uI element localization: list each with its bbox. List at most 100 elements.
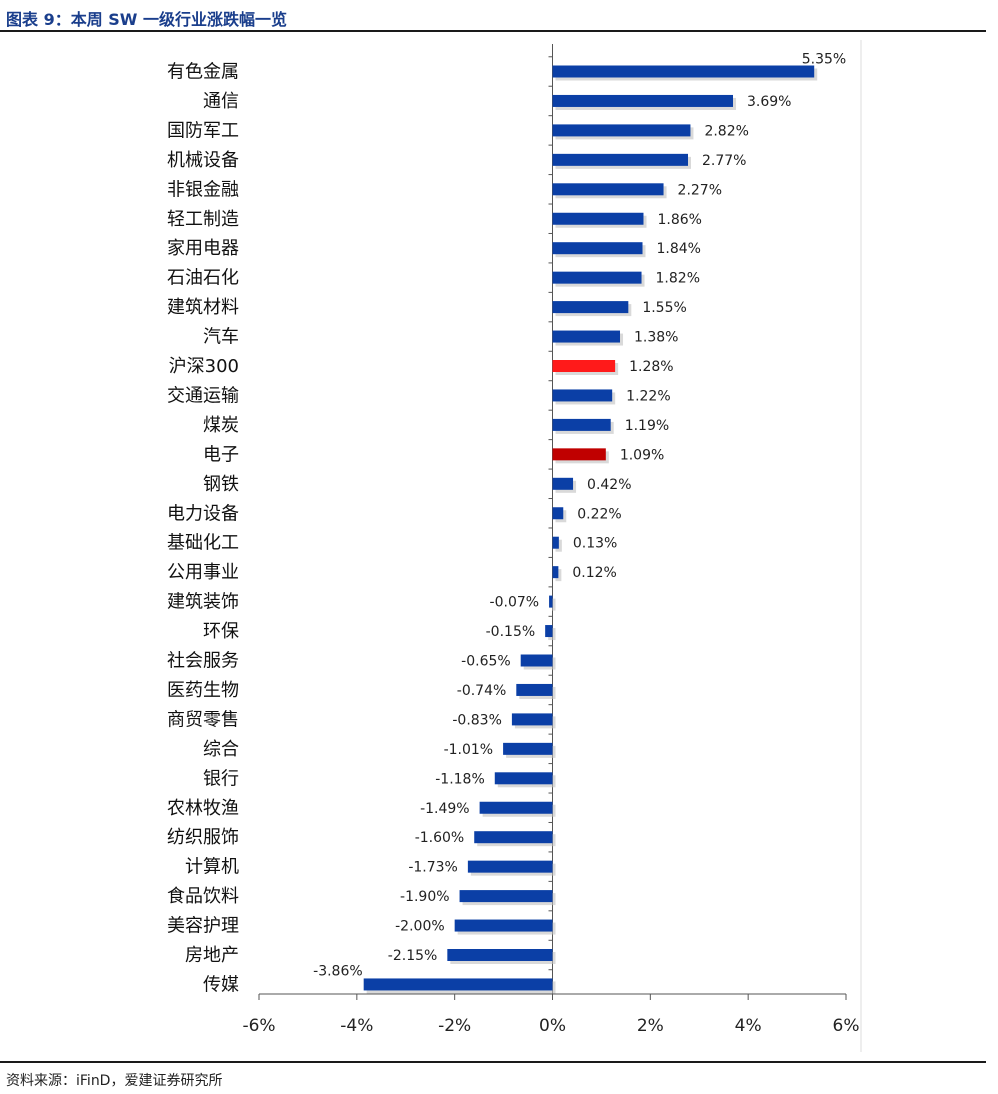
bar <box>552 330 621 343</box>
category-label: 纺织服饰 <box>167 827 239 848</box>
category-label: 建筑材料 <box>167 297 239 318</box>
value-label: 1.09% <box>620 447 664 463</box>
bar <box>552 389 613 402</box>
category-label: 国防军工 <box>167 120 239 141</box>
category-label: 汽车 <box>203 327 239 348</box>
value-label: 1.86% <box>657 212 701 228</box>
bar <box>459 890 553 903</box>
category-label: 银行 <box>203 768 239 789</box>
category-label: 基础化工 <box>167 533 239 554</box>
value-label: -0.74% <box>457 683 507 699</box>
figure-header: 图表 9：本周 SW 一级行业涨跌幅一览 <box>6 4 992 30</box>
value-label: 2.77% <box>702 153 746 169</box>
x-tick-label: 0% <box>539 1016 566 1036</box>
bar <box>454 919 553 932</box>
bar <box>552 477 574 490</box>
bar <box>511 713 553 726</box>
category-label: 非银金融 <box>167 179 239 200</box>
bar <box>516 683 553 696</box>
bar <box>447 949 553 961</box>
value-label: 0.12% <box>572 565 616 581</box>
bar <box>552 94 734 107</box>
category-label: 食品饮料 <box>167 886 239 907</box>
top-divider <box>0 30 986 32</box>
value-label: -1.73% <box>408 860 458 876</box>
category-label: 建筑装饰 <box>167 592 239 613</box>
source-note: 资料来源：iFinD，爱建证券研究所 <box>6 1073 223 1089</box>
category-label: 轻工制造 <box>167 209 239 230</box>
value-label: -1.90% <box>400 889 450 905</box>
value-label: -1.60% <box>415 830 465 846</box>
value-label: 1.84% <box>657 241 701 257</box>
value-label: 0.22% <box>577 506 621 522</box>
category-label: 环保 <box>203 621 239 642</box>
category-label: 电力设备 <box>167 503 239 524</box>
category-label: 电子 <box>203 444 239 465</box>
bar <box>363 978 553 991</box>
x-tick-label: 4% <box>735 1016 762 1036</box>
value-label: 1.28% <box>629 359 673 375</box>
category-label: 计算机 <box>185 857 239 878</box>
category-label: 社会服务 <box>167 651 239 672</box>
value-label: 1.82% <box>656 271 700 287</box>
bar <box>474 831 553 844</box>
chart-svg: -6% -4% -2% 0% 2% 4% 6% 有色金属 5.35% 通信 3.69% 国防军工 2.8… <box>167 40 862 1052</box>
bar <box>552 65 815 78</box>
bar <box>552 271 642 284</box>
x-tick-label: -2% <box>438 1016 471 1036</box>
value-label: -0.15% <box>486 624 536 640</box>
bar <box>552 536 559 549</box>
category-label: 医药生物 <box>167 680 239 701</box>
bar <box>552 212 644 225</box>
bar <box>503 742 553 755</box>
category-label: 煤炭 <box>203 415 239 436</box>
bar <box>552 418 611 431</box>
bar <box>552 566 559 579</box>
bar <box>552 124 691 137</box>
x-tick-label: 6% <box>833 1016 860 1036</box>
bar <box>467 860 553 873</box>
value-label: -2.15% <box>388 948 438 964</box>
value-label: 5.35% <box>802 52 846 68</box>
category-label: 通信 <box>203 91 239 112</box>
value-label: -1.49% <box>420 801 470 817</box>
category-label: 机械设备 <box>167 150 239 171</box>
bar <box>552 507 564 520</box>
category-label: 综合 <box>203 739 239 760</box>
bar-chart: -6% -4% -2% 0% 2% 4% 6% 有色金属 5.35% 通信 3.69% 国防军工 2.8… <box>0 32 998 1060</box>
category-label: 传媒 <box>203 974 239 995</box>
bar <box>494 772 553 785</box>
value-label: 2.27% <box>678 182 722 198</box>
bar <box>552 301 629 314</box>
bottom-divider <box>0 1061 986 1063</box>
bar <box>552 242 643 255</box>
category-label: 石油石化 <box>167 268 239 289</box>
category-label: 沪深300 <box>169 356 239 377</box>
x-tick-label: 2% <box>637 1016 664 1036</box>
value-label: -0.83% <box>452 712 502 728</box>
x-tick-label: -4% <box>340 1016 373 1036</box>
bar <box>552 153 688 166</box>
category-label: 美容护理 <box>167 916 239 937</box>
bar <box>552 183 664 196</box>
bar <box>552 448 606 461</box>
category-label: 公用事业 <box>167 562 239 583</box>
bar <box>479 801 553 814</box>
value-label: -2.00% <box>395 919 445 935</box>
category-label: 农林牧渔 <box>167 798 239 819</box>
bar <box>520 654 553 667</box>
value-label: 1.19% <box>625 418 669 434</box>
value-label: -3.86% <box>313 963 363 979</box>
category-label: 房地产 <box>185 945 239 966</box>
value-label: 1.38% <box>634 330 678 346</box>
category-label: 交通运输 <box>167 385 239 406</box>
value-label: 3.69% <box>747 94 791 110</box>
bar <box>552 360 616 372</box>
value-label: 1.22% <box>626 388 670 404</box>
bar-shadow <box>555 569 562 582</box>
value-label: -1.01% <box>444 742 494 758</box>
category-label: 商贸零售 <box>167 709 239 730</box>
value-label: -0.07% <box>490 595 540 611</box>
value-label: 2.82% <box>704 123 748 139</box>
value-label: 0.13% <box>573 536 617 552</box>
